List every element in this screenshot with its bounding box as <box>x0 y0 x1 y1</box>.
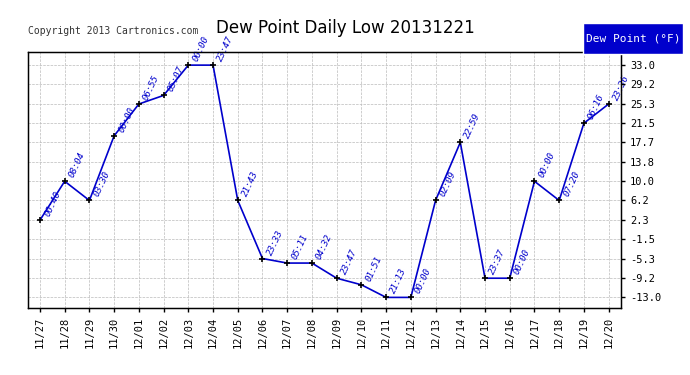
Text: 21:43: 21:43 <box>241 170 260 198</box>
Text: 05:07: 05:07 <box>166 65 186 93</box>
Text: 03:30: 03:30 <box>92 170 112 198</box>
Text: 08:04: 08:04 <box>68 151 87 179</box>
Text: 23:47: 23:47 <box>216 35 235 63</box>
Text: 06:55: 06:55 <box>141 74 161 102</box>
Text: 23:37: 23:37 <box>488 248 507 276</box>
Text: 23:33: 23:33 <box>265 228 285 256</box>
Text: Copyright 2013 Cartronics.com: Copyright 2013 Cartronics.com <box>28 26 198 36</box>
Text: 23:36: 23:36 <box>611 74 631 102</box>
Text: Dew Point Daily Low 20131221: Dew Point Daily Low 20131221 <box>215 19 475 37</box>
Text: 06:16: 06:16 <box>586 93 607 121</box>
Text: 00:00: 00:00 <box>117 105 137 134</box>
Text: 21:13: 21:13 <box>389 267 408 295</box>
Text: 00:00: 00:00 <box>513 248 532 276</box>
Text: 22:59: 22:59 <box>463 112 482 140</box>
Text: 01:51: 01:51 <box>364 255 384 283</box>
Text: Dew Point (°F): Dew Point (°F) <box>586 33 680 44</box>
Text: 00:00: 00:00 <box>191 35 210 63</box>
Text: 05:11: 05:11 <box>290 233 310 261</box>
Text: 02:09: 02:09 <box>438 170 458 198</box>
Text: 00:40: 00:40 <box>43 190 62 218</box>
Text: 07:20: 07:20 <box>562 170 582 198</box>
Text: 04:32: 04:32 <box>315 233 334 261</box>
Text: 00:00: 00:00 <box>413 267 433 295</box>
Text: 23:47: 23:47 <box>339 248 359 276</box>
Text: 00:00: 00:00 <box>538 151 557 179</box>
